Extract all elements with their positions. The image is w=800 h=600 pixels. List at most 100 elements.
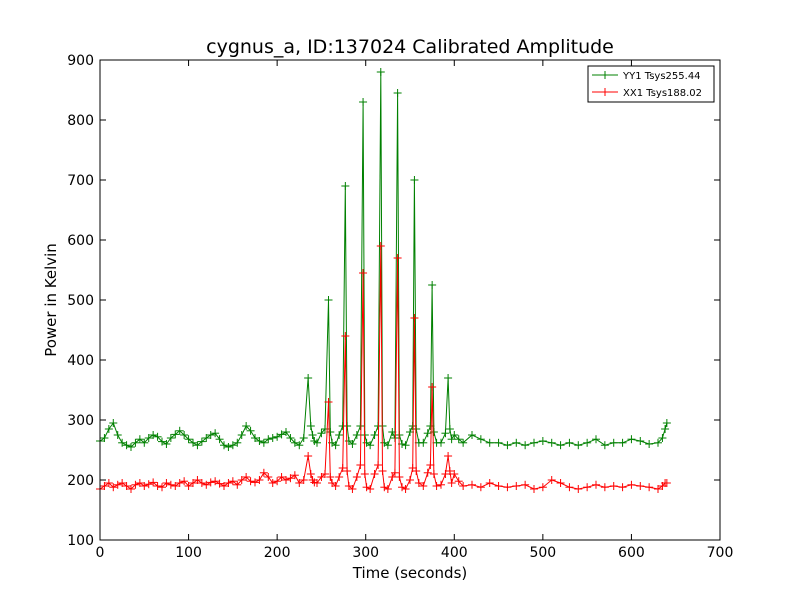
data-point xyxy=(127,485,135,493)
data-point xyxy=(530,485,538,493)
data-point xyxy=(202,434,211,442)
data-point xyxy=(184,435,193,444)
y-tick-label: 700 xyxy=(67,173,94,189)
data-point xyxy=(370,470,379,478)
x-tick-label: 400 xyxy=(441,545,468,561)
data-point xyxy=(290,438,299,447)
data-point xyxy=(206,431,215,439)
data-point xyxy=(282,428,290,436)
data-point xyxy=(224,479,233,487)
data-point xyxy=(341,332,350,340)
x-tick-label: 100 xyxy=(175,545,202,561)
data-point xyxy=(326,428,335,436)
data-point xyxy=(366,441,375,450)
data-point xyxy=(166,480,175,489)
y-tick-label: 500 xyxy=(67,293,94,309)
data-point xyxy=(193,476,202,484)
data-point xyxy=(251,434,259,442)
data-point xyxy=(343,467,352,475)
data-point xyxy=(447,435,456,444)
data-point xyxy=(494,438,503,447)
data-point xyxy=(324,398,333,406)
legend-item: YY1 Tsys255.44 xyxy=(592,71,701,82)
data-point xyxy=(583,438,592,447)
data-point xyxy=(512,438,521,447)
data-point xyxy=(175,479,184,487)
x-tick-label: 600 xyxy=(618,545,645,561)
data-point xyxy=(406,476,414,484)
data-point xyxy=(122,482,131,490)
data-point xyxy=(380,483,389,492)
data-point xyxy=(109,419,118,427)
data-point xyxy=(356,422,365,430)
y-axis: 100 200 300 400 500 600 700 800 900 xyxy=(67,53,720,549)
x-axis-title: Time (seconds) xyxy=(352,564,468,582)
data-point xyxy=(359,98,368,106)
data-point xyxy=(286,474,295,483)
data-point xyxy=(362,483,371,492)
data-point xyxy=(609,438,618,447)
data-point xyxy=(282,476,290,484)
data-point xyxy=(645,483,654,492)
data-point xyxy=(600,483,609,492)
data-point xyxy=(503,441,512,450)
data-point xyxy=(255,437,264,445)
data-point xyxy=(393,254,402,262)
x-tick-label: 0 xyxy=(96,545,105,561)
data-point xyxy=(454,477,463,486)
data-point xyxy=(295,479,304,487)
data-point xyxy=(341,182,350,190)
data-point xyxy=(376,242,385,250)
data-point xyxy=(180,431,189,439)
data-point xyxy=(366,485,375,493)
legend-box xyxy=(587,65,715,103)
y-tick-label: 300 xyxy=(67,413,94,429)
data-point xyxy=(135,479,144,487)
data-point xyxy=(171,482,180,490)
data-point xyxy=(348,485,357,493)
series-line xyxy=(99,245,667,490)
data-point xyxy=(233,480,242,489)
data-point xyxy=(149,431,158,439)
data-point xyxy=(485,438,494,447)
data-point xyxy=(356,461,365,469)
data-point xyxy=(410,314,419,322)
legend: YY1 Tsys255.44 XX1 Tsys188.02 xyxy=(587,65,715,103)
data-point xyxy=(450,431,459,439)
data-point xyxy=(401,485,410,493)
data-point xyxy=(144,480,153,489)
data-point xyxy=(410,176,419,184)
data-point xyxy=(565,483,574,492)
data-point xyxy=(175,426,184,435)
data-point xyxy=(359,269,368,277)
data-point xyxy=(335,473,344,481)
data-point xyxy=(100,482,109,490)
data-point xyxy=(476,483,485,492)
data-point xyxy=(592,435,600,444)
data-point xyxy=(447,479,456,487)
data-point xyxy=(521,480,530,489)
data-point xyxy=(393,89,402,97)
data-point xyxy=(331,441,340,450)
data-point xyxy=(290,471,299,480)
data-point xyxy=(627,480,636,489)
data-point xyxy=(556,479,565,487)
data-point xyxy=(592,480,600,489)
data-point xyxy=(273,477,282,486)
data-point xyxy=(383,441,392,450)
data-point xyxy=(661,425,670,433)
data-point xyxy=(645,440,654,448)
data-point xyxy=(313,438,321,447)
data-point xyxy=(246,477,255,486)
data-point xyxy=(609,482,618,490)
data-point xyxy=(264,473,273,481)
y-tick-label: 100 xyxy=(67,533,94,549)
legend-label: YY1 Tsys255.44 xyxy=(622,71,701,82)
series-1 xyxy=(96,68,671,451)
data-point xyxy=(273,432,282,441)
data-point xyxy=(304,452,313,460)
series-line xyxy=(99,71,668,448)
data-point xyxy=(268,479,277,487)
x-axis: 0 100 200 300 400 500 600 700 xyxy=(96,60,733,561)
data-point xyxy=(259,468,268,477)
